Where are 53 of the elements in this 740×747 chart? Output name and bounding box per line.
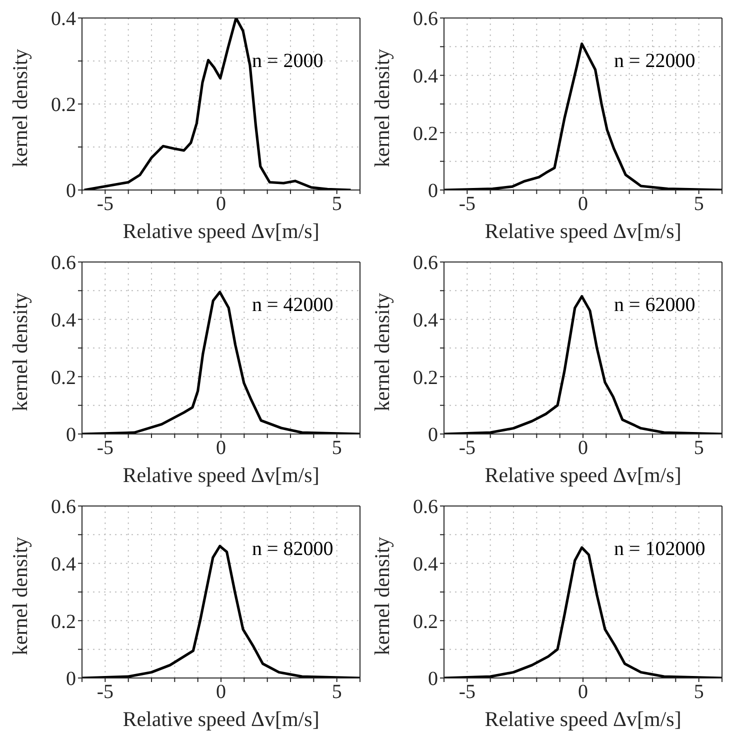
x-axis-title: Relative speed Δv[m/s] (122, 462, 320, 488)
y-axis-title: kernel density (370, 536, 394, 656)
x-axis-title: Relative speed Δv[m/s] (122, 218, 320, 244)
x-tick-label: 0 (216, 681, 226, 704)
y-tick-label: 0.6 (413, 252, 438, 274)
y-tick-label: 0.4 (413, 553, 438, 576)
x-axis-title: Relative speed Δv[m/s] (484, 706, 682, 732)
y-tick-label: 0.2 (413, 610, 438, 633)
y-tick-label: 0.6 (413, 8, 438, 30)
y-tick-label: 0.2 (51, 94, 76, 116)
y-tick-label: 0.2 (413, 366, 438, 389)
x-axis-title: Relative speed Δv[m/s] (484, 218, 682, 244)
x-tick-label: -5 (458, 681, 476, 704)
annotation: n = 82000 (252, 538, 334, 561)
y-tick-label: 0.4 (51, 8, 76, 30)
x-tick-label: -5 (458, 437, 476, 460)
x-tick-label: -5 (96, 193, 114, 216)
y-tick-label: 0.2 (51, 366, 76, 389)
x-tick-label: 5 (332, 437, 342, 460)
x-tick-label: 5 (694, 193, 704, 216)
x-tick-label: -5 (458, 193, 476, 216)
y-tick-label: 0.4 (413, 65, 438, 88)
x-tick-label: 5 (332, 681, 342, 704)
x-tick-label: -5 (96, 681, 114, 704)
x-tick-label: -5 (96, 437, 114, 460)
y-tick-label: 0.4 (51, 553, 76, 576)
y-tick-label: 0.4 (51, 309, 76, 332)
y-tick-label: 0.6 (51, 496, 76, 518)
x-tick-label: 0 (578, 681, 588, 704)
y-axis-title: kernel density (370, 292, 394, 412)
y-axis-title: kernel density (370, 48, 394, 168)
y-tick-label: 0.2 (413, 122, 438, 145)
y-tick-label: 0.6 (413, 496, 438, 518)
y-axis-title: kernel density (8, 536, 32, 656)
y-tick-label: 0.6 (51, 252, 76, 274)
x-tick-label: 5 (694, 437, 704, 460)
annotation: n = 2000 (252, 50, 324, 73)
x-axis-title: Relative speed Δv[m/s] (122, 706, 320, 732)
x-tick-label: 0 (216, 437, 226, 460)
y-axis-title: kernel density (8, 292, 32, 412)
x-axis-title: Relative speed Δv[m/s] (484, 462, 682, 488)
y-tick-label: 0.4 (413, 309, 438, 332)
annotation: n = 42000 (252, 294, 334, 317)
x-tick-label: 0 (578, 437, 588, 460)
x-tick-label: 0 (216, 193, 226, 216)
x-tick-label: 5 (332, 193, 342, 216)
y-axis-title: kernel density (8, 48, 32, 168)
x-tick-label: 0 (578, 193, 588, 216)
annotation: n = 22000 (614, 50, 696, 73)
x-tick-label: 5 (694, 681, 704, 704)
y-tick-label: 0.2 (51, 610, 76, 633)
annotation: n = 62000 (614, 294, 696, 317)
annotation: n = 102000 (614, 538, 706, 561)
